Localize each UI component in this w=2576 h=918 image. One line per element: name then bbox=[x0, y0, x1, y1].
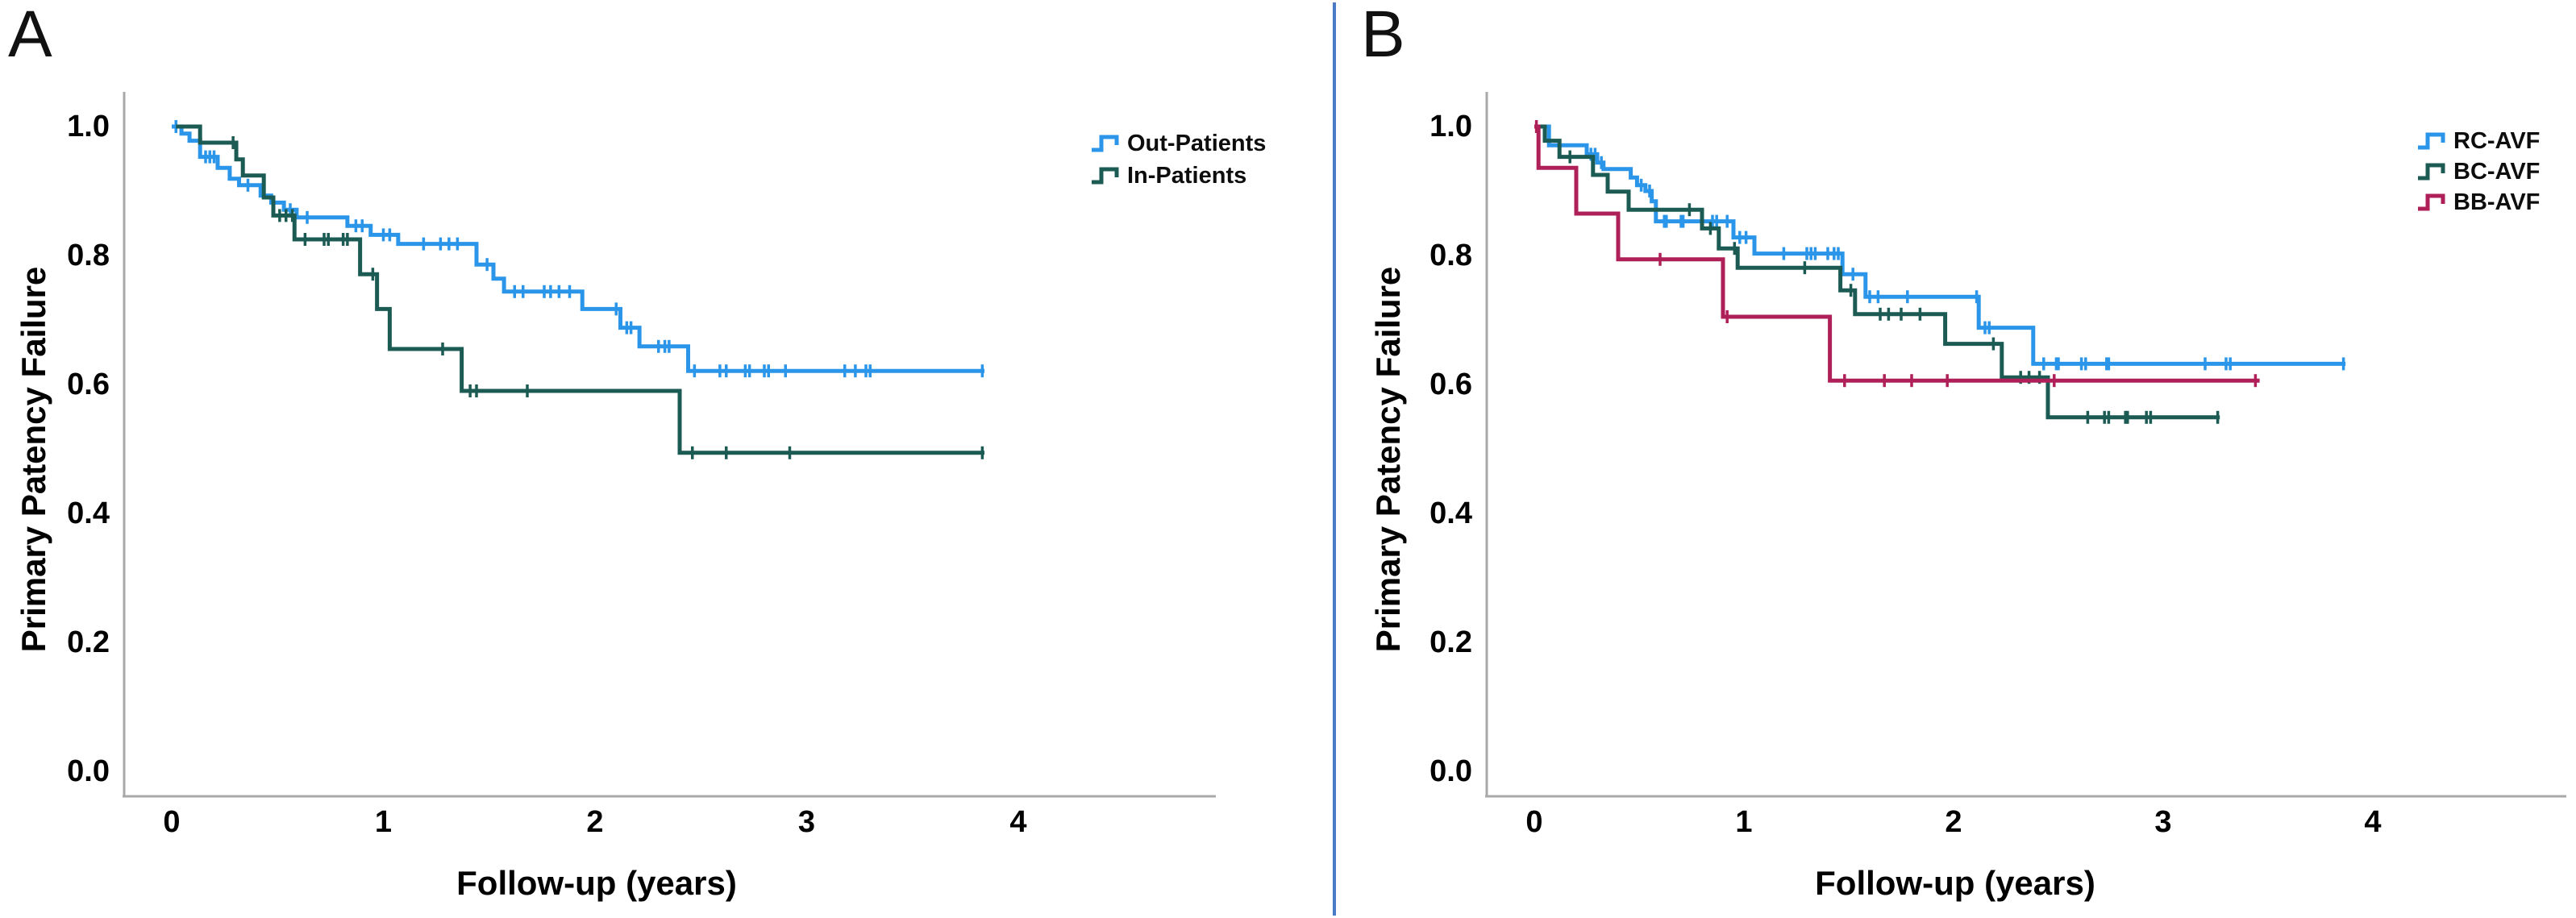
legend-item-in-patients: In-Patients bbox=[1090, 160, 1266, 192]
legend-label: Out-Patients bbox=[1127, 130, 1267, 156]
step-line-icon bbox=[2418, 193, 2445, 211]
step-line-icon bbox=[1092, 135, 1119, 152]
y-tick-label: 1.0 bbox=[1429, 110, 1472, 143]
step-line-icon bbox=[2418, 132, 2445, 150]
x-tick-label: 0 bbox=[163, 805, 180, 839]
y-tick-label: 0.0 bbox=[67, 754, 110, 788]
legend-item-bb-avf: BB-AVF bbox=[2416, 187, 2540, 218]
panel-a-label: A bbox=[8, 0, 52, 71]
panel-a-legend: Out-Patients In-Patients bbox=[1090, 127, 1266, 192]
legend-label: BC-AVF bbox=[2453, 158, 2541, 185]
x-tick-label: 2 bbox=[1945, 805, 1962, 839]
x-tick-label: 4 bbox=[2364, 805, 2381, 839]
series-curve-out-patients bbox=[172, 124, 984, 373]
y-tick-label: 1.0 bbox=[67, 110, 110, 143]
y-tick-label: 0.6 bbox=[67, 368, 110, 401]
legend-item-out-patients: Out-Patients bbox=[1090, 127, 1266, 160]
y-tick-label: 0.6 bbox=[1429, 368, 1472, 401]
panel-b-legend: RC-AVF BC-AVF BB-AVF bbox=[2416, 126, 2540, 218]
panel-a-y-axis-title: Primary Patency Failure bbox=[15, 266, 52, 653]
y-tick-label: 0.8 bbox=[67, 239, 110, 272]
y-tick-label: 0.2 bbox=[1429, 625, 1472, 659]
x-tick-label: 2 bbox=[586, 805, 603, 839]
legend-label: BB-AVF bbox=[2453, 189, 2541, 215]
panel-a-plot: 1.0 0.8 0.6 0.4 0.2 0.0 0 1 2 3 4 bbox=[67, 92, 1216, 839]
panel-b-x-axis-title: Follow-up (years) bbox=[1815, 864, 2095, 902]
step-line-icon bbox=[2418, 163, 2445, 181]
legend-item-bc-avf: BC-AVF bbox=[2416, 156, 2540, 187]
panel-a: A 1.0 0.8 0.6 0.4 0.2 0.0 0 1 2 3 4 Primary Patenc… bbox=[8, 0, 1266, 903]
series-curve-bc-avf bbox=[1536, 124, 2220, 420]
step-line-icon bbox=[1092, 167, 1119, 185]
y-tick-label: 0.4 bbox=[67, 496, 110, 530]
panel-b: B 1.0 0.8 0.6 0.4 0.2 0.0 0 1 2 3 4 Primary Patenc… bbox=[1334, 0, 2576, 918]
x-tick-label: 4 bbox=[1009, 805, 1026, 839]
panel-b-plot: 1.0 0.8 0.6 0.4 0.2 0.0 0 1 2 3 4 bbox=[1429, 92, 2566, 839]
series-curve-in-patients bbox=[176, 124, 984, 455]
panel-a-x-axis-title: Follow-up (years) bbox=[456, 864, 737, 902]
x-tick-label: 1 bbox=[375, 805, 392, 839]
legend-label: In-Patients bbox=[1127, 162, 1247, 189]
x-tick-label: 0 bbox=[1525, 805, 1542, 839]
series-curve-bb-avf bbox=[1534, 124, 2260, 383]
panel-b-y-axis-title: Primary Patency Failure bbox=[1369, 266, 1407, 653]
legend-item-rc-avf: RC-AVF bbox=[2416, 126, 2540, 156]
legend-label: RC-AVF bbox=[2453, 127, 2541, 154]
y-tick-label: 0.8 bbox=[1429, 239, 1472, 272]
panel-b-label: B bbox=[1361, 0, 1405, 71]
series-curve-rc-avf bbox=[1534, 124, 2346, 366]
panel-divider-line bbox=[1333, 2, 1336, 916]
x-tick-label: 1 bbox=[1735, 805, 1752, 839]
y-tick-label: 0.4 bbox=[1429, 496, 1472, 530]
x-tick-label: 3 bbox=[798, 805, 815, 839]
y-tick-label: 0.0 bbox=[1429, 754, 1472, 788]
y-tick-label: 0.2 bbox=[67, 625, 110, 659]
x-tick-label: 3 bbox=[2154, 805, 2171, 839]
